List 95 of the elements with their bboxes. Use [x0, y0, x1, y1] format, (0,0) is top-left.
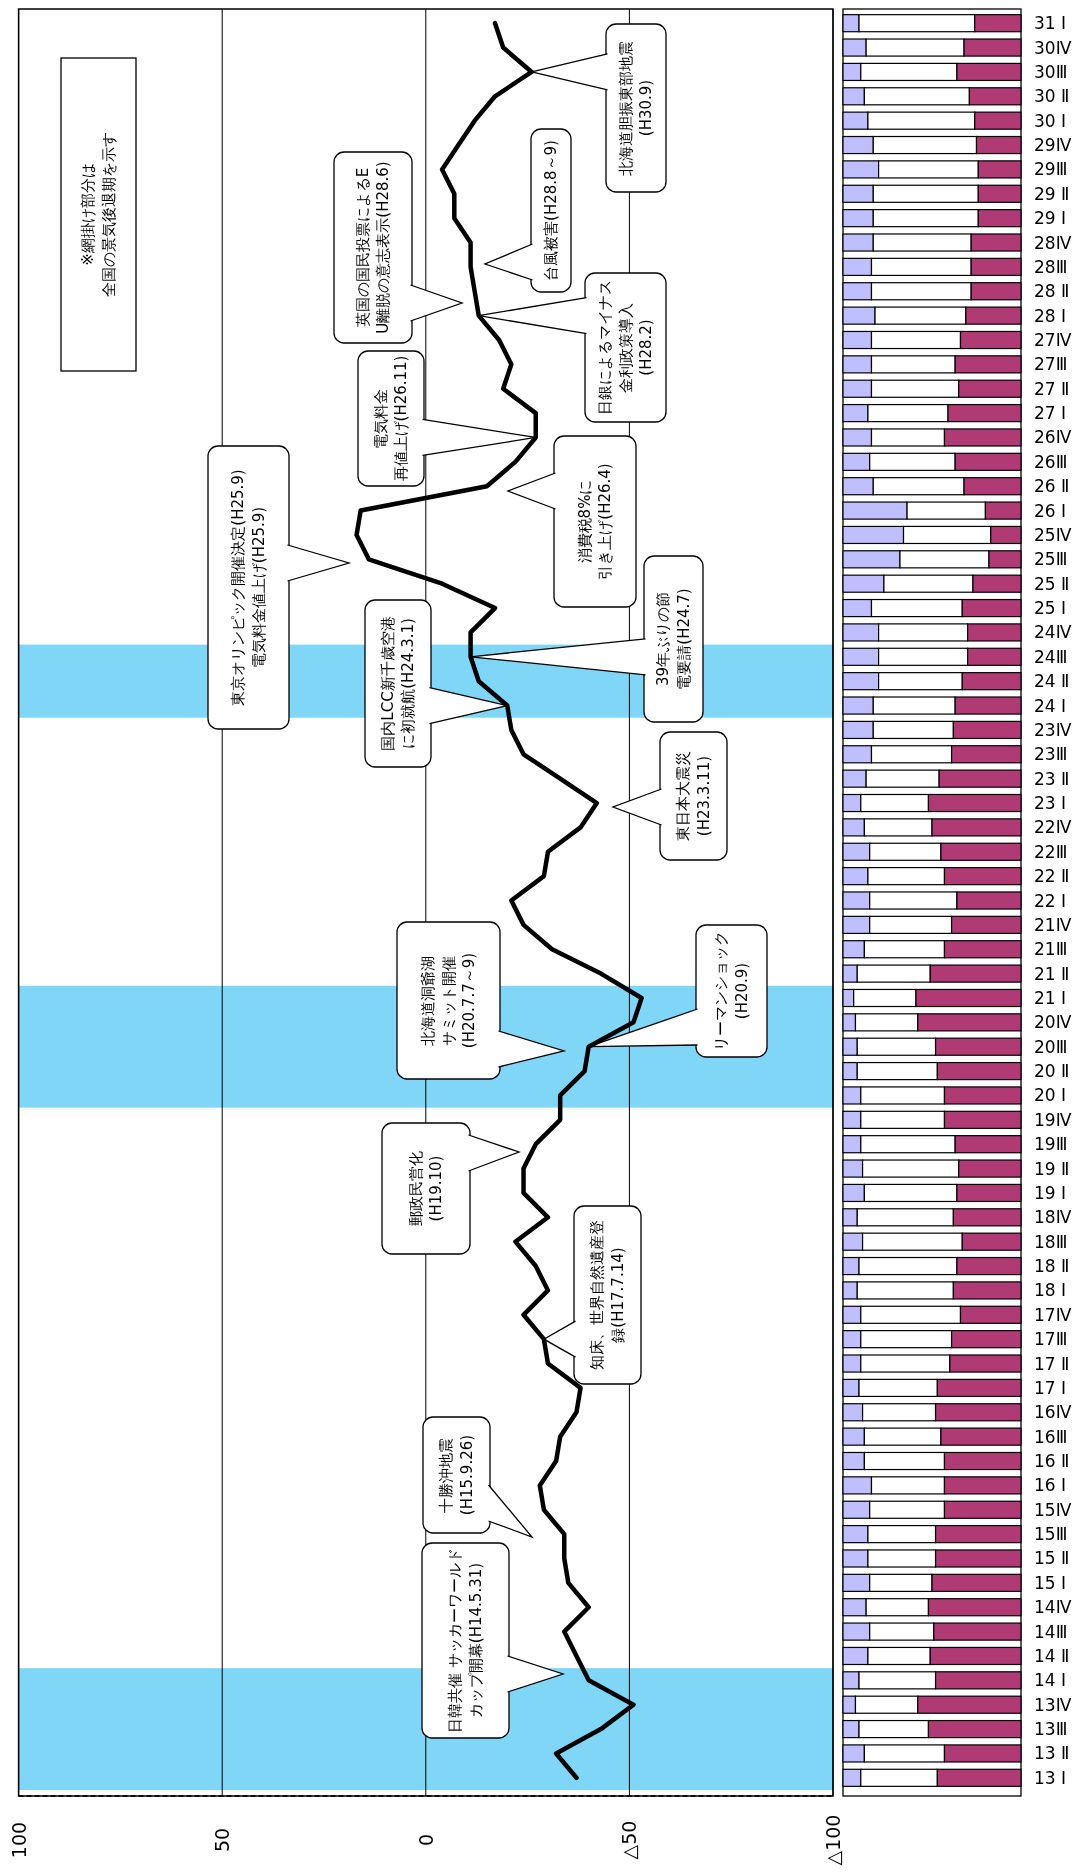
y-tick-label: 18 Ⅱ: [1034, 1256, 1070, 1277]
y-tick-label: 23 Ⅰ: [1034, 793, 1067, 814]
annotation: 英国の国民投票によるEU離脱の意志表示(H28.6): [353, 161, 393, 334]
y-tick-label: 18Ⅳ: [1034, 1207, 1072, 1228]
annotation: 郵政民営化(H19.10): [406, 1151, 446, 1226]
y-tick-label: 17Ⅳ: [1034, 1304, 1072, 1325]
y-tick-label: 27 Ⅱ: [1034, 378, 1070, 399]
y-tick-label: 30 Ⅱ: [1034, 86, 1070, 107]
y-tick-label: 20 Ⅰ: [1034, 1085, 1067, 1106]
y-tick-label: 19Ⅲ: [1034, 1134, 1068, 1155]
y-tick-label: 15Ⅲ: [1034, 1524, 1068, 1545]
annotation: リーマンショック(H20.9): [712, 931, 751, 1051]
y-tick-label: 22Ⅳ: [1034, 817, 1072, 838]
y-tick-label: 27Ⅳ: [1034, 329, 1072, 350]
y-tick-label: 20Ⅳ: [1034, 1012, 1072, 1033]
y-tick-label: 14 Ⅰ: [1034, 1670, 1067, 1691]
y-tick-label: 26Ⅲ: [1034, 451, 1068, 472]
y-tick-label: 26 Ⅱ: [1034, 476, 1070, 497]
y-tick-label: 27Ⅲ: [1034, 354, 1068, 375]
y-tick-label: 17Ⅲ: [1034, 1329, 1068, 1350]
x-tick-label: 50: [211, 1827, 234, 1853]
annotation: 国内LCC新千歳空港に初就航(H24.3.1): [378, 616, 418, 751]
y-tick-label: 21 Ⅰ: [1034, 987, 1067, 1008]
annotation: 消費税8%に引き上げ(H26.4): [575, 463, 615, 580]
y-tick-label: 14Ⅲ: [1034, 1621, 1068, 1642]
y-tick-label: 15 Ⅰ: [1034, 1572, 1067, 1593]
y-tick-label: 30Ⅳ: [1034, 37, 1072, 58]
y-tick-label: 24 Ⅰ: [1034, 695, 1067, 716]
y-tick-label: 26Ⅳ: [1034, 427, 1072, 448]
y-tick-label: 14 Ⅱ: [1034, 1645, 1070, 1666]
y-tick-label: 18Ⅲ: [1034, 1231, 1068, 1252]
y-tick-label: 28 Ⅰ: [1034, 305, 1067, 326]
y-tick-label: 24 Ⅱ: [1034, 671, 1070, 692]
y-tick-label: 29 Ⅱ: [1034, 183, 1070, 204]
x-tick-label: △100: [822, 1814, 844, 1866]
y-tick-label: 25Ⅲ: [1034, 549, 1068, 570]
y-tick-label: 28Ⅳ: [1034, 232, 1072, 253]
y-tick-label: 26 Ⅰ: [1034, 500, 1067, 521]
y-tick-label: 28 Ⅱ: [1034, 281, 1070, 302]
y-tick-label: 22 Ⅱ: [1034, 866, 1070, 887]
x-tick-label: 0: [414, 1833, 437, 1847]
y-tick-label: 24Ⅳ: [1034, 622, 1072, 643]
annotation: 東日本大震災(H23.3.11): [674, 751, 713, 841]
y-tick-label: 29 Ⅰ: [1034, 208, 1067, 229]
y-tick-label: 18 Ⅰ: [1034, 1280, 1067, 1301]
y-tick-label: 16Ⅳ: [1034, 1402, 1072, 1423]
y-tick-label: 29Ⅳ: [1034, 135, 1072, 156]
y-tick-label: 17 Ⅰ: [1034, 1377, 1067, 1398]
y-tick-label: 23Ⅳ: [1034, 719, 1072, 740]
y-tick-label: 29Ⅲ: [1034, 159, 1068, 180]
y-tick-label: 20Ⅲ: [1034, 1036, 1068, 1057]
y-tick-label: 14Ⅳ: [1034, 1597, 1072, 1618]
y-tick-label: 23Ⅲ: [1034, 744, 1068, 765]
y-tick-label: 16Ⅲ: [1034, 1426, 1068, 1447]
annotation: 電気料金再値上げ(H26.11): [371, 355, 411, 482]
annotation: 東京オリンピック開催決定(H25.9)電気料金値上げ(H25.9): [229, 469, 268, 706]
y-tick-label: 13 Ⅰ: [1034, 1767, 1067, 1788]
y-tick-label: 19 Ⅱ: [1034, 1158, 1070, 1179]
y-tick-label: 15Ⅳ: [1034, 1499, 1072, 1520]
y-tick-label: 25 Ⅰ: [1034, 598, 1067, 619]
annotation: ※網掛け部分は全国の景気後退期を示す: [79, 132, 118, 297]
y-tick-label: 24Ⅲ: [1034, 646, 1068, 667]
y-tick-label: 22Ⅲ: [1034, 841, 1068, 862]
annotation: 北海道洞爺湖サミット開催(H20.7.7～9): [419, 952, 478, 1049]
y-tick-label: 21Ⅲ: [1034, 939, 1068, 960]
y-tick-label: 22 Ⅰ: [1034, 890, 1067, 911]
y-tick-label: 17 Ⅱ: [1034, 1353, 1070, 1374]
y-tick-label: 25Ⅳ: [1034, 524, 1072, 545]
y-tick-label: 21Ⅳ: [1034, 914, 1072, 935]
y-tick-label: 16 Ⅰ: [1034, 1475, 1067, 1496]
y-tick-label: 19Ⅳ: [1034, 1109, 1072, 1130]
annotation: 39年ぶりの節電要請(H24.7): [654, 588, 693, 690]
y-tick-label: 27 Ⅰ: [1034, 403, 1067, 424]
y-tick-label: 13Ⅲ: [1034, 1719, 1068, 1740]
annotation: 北海道胆振東部地震(H30.9): [616, 40, 656, 176]
x-tick-label: 100: [7, 1821, 30, 1859]
annotation: 台風被害(H28.8～9): [542, 140, 560, 281]
y-tick-label: 19 Ⅰ: [1034, 1182, 1067, 1203]
y-tick-label: 31 Ⅰ: [1034, 13, 1067, 34]
y-tick-label: 20 Ⅱ: [1034, 1061, 1070, 1082]
y-tick-label: 13Ⅳ: [1034, 1694, 1072, 1715]
y-tick-label: 15 Ⅱ: [1034, 1548, 1070, 1569]
annotation: 知床、世界自然遺産登録(H17.7.14): [588, 1220, 627, 1370]
annotation: 日銀によるマイナス金利政策導入(H28.2): [596, 280, 655, 415]
y-tick-label: 28Ⅲ: [1034, 256, 1068, 277]
y-tick-label: 30Ⅲ: [1034, 61, 1068, 82]
y-tick-label: 25 Ⅱ: [1034, 573, 1070, 594]
y-tick-label: 23 Ⅱ: [1034, 768, 1070, 789]
y-tick-label: 16 Ⅱ: [1034, 1451, 1070, 1472]
annotation: 十勝沖地震(H15.9.26): [437, 1434, 476, 1516]
annotation: 日韓共催 サッカーワールドカップ開幕(H14.5.31): [446, 1548, 485, 1733]
y-tick-label: 21 Ⅱ: [1034, 963, 1070, 984]
y-tick-label: 30 Ⅰ: [1034, 110, 1067, 131]
y-tick-label: 13 Ⅱ: [1034, 1743, 1070, 1764]
x-tick-label: △50: [618, 1820, 641, 1860]
